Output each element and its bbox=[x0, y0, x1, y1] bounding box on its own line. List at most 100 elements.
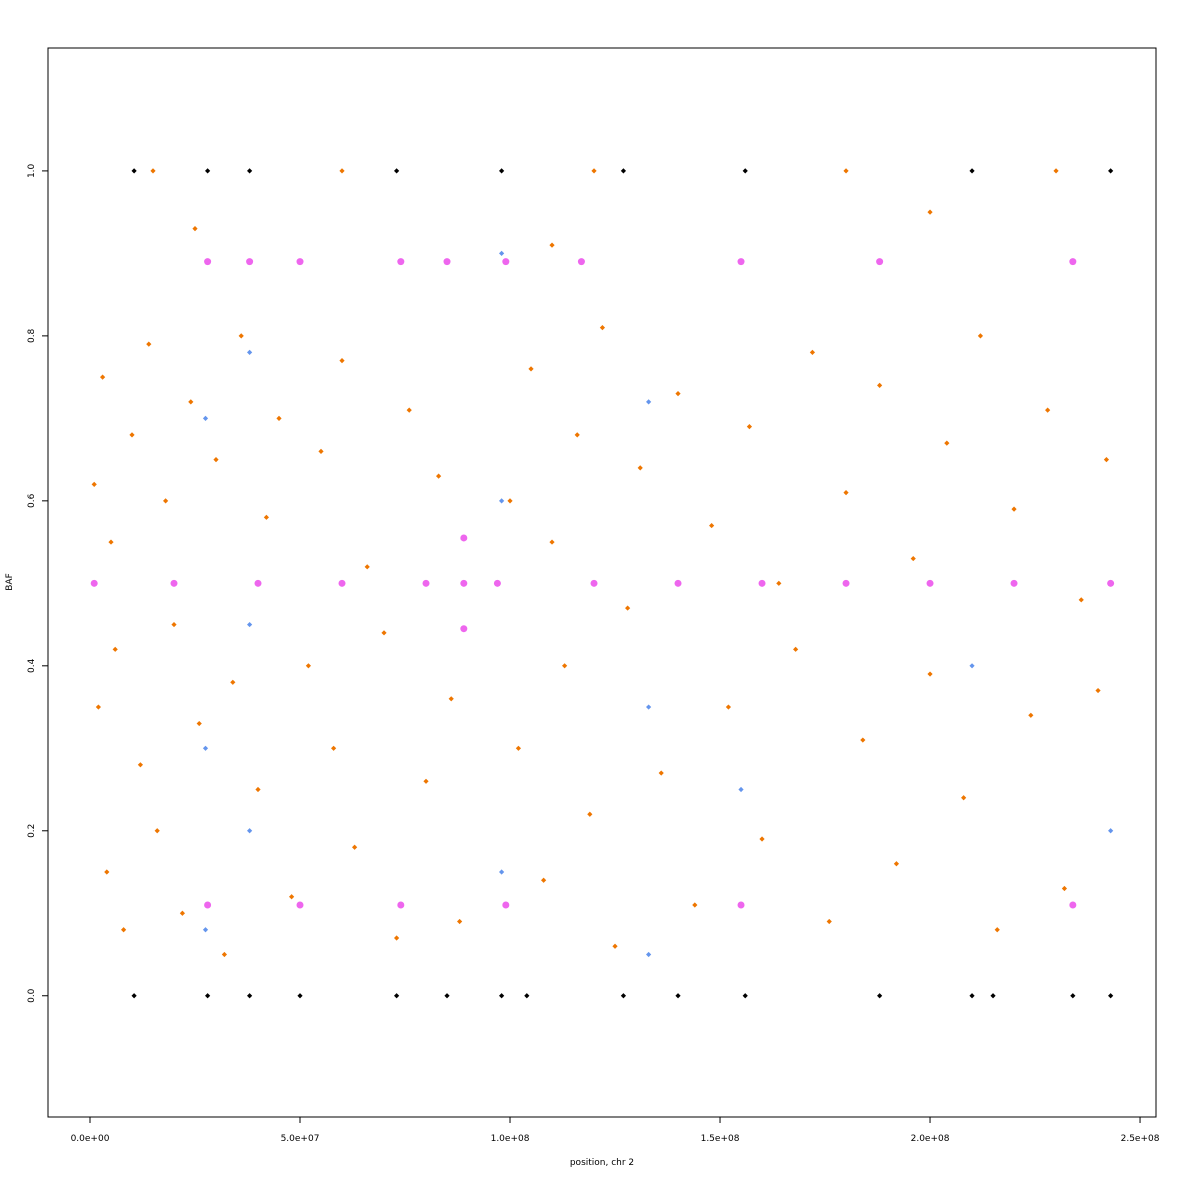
y-tick-label: 0.2 bbox=[27, 824, 37, 838]
point bbox=[150, 168, 156, 174]
point bbox=[1011, 506, 1017, 512]
point bbox=[590, 579, 598, 587]
point bbox=[146, 341, 152, 347]
point bbox=[460, 534, 468, 542]
point bbox=[297, 993, 303, 999]
point bbox=[759, 836, 765, 842]
point bbox=[625, 605, 631, 611]
point bbox=[502, 901, 510, 909]
point bbox=[927, 671, 933, 677]
point bbox=[423, 778, 429, 784]
point bbox=[1069, 901, 1077, 909]
point bbox=[646, 951, 652, 958]
point bbox=[843, 489, 849, 496]
point bbox=[104, 869, 110, 875]
point bbox=[674, 579, 682, 587]
point bbox=[1069, 258, 1077, 266]
x-tick-label: 1.0e+08 bbox=[491, 1134, 530, 1144]
point bbox=[339, 358, 345, 364]
point bbox=[599, 325, 606, 331]
point bbox=[238, 333, 244, 339]
point bbox=[574, 432, 580, 438]
point bbox=[95, 704, 102, 710]
point bbox=[737, 901, 745, 909]
point bbox=[499, 250, 505, 256]
plot-frame bbox=[47, 47, 1157, 1118]
point bbox=[692, 902, 698, 908]
point bbox=[612, 943, 618, 949]
point bbox=[296, 258, 304, 266]
point bbox=[204, 258, 212, 266]
point bbox=[738, 786, 744, 793]
point bbox=[528, 366, 534, 372]
point bbox=[1108, 993, 1114, 999]
point bbox=[443, 258, 451, 266]
point bbox=[196, 720, 202, 727]
point bbox=[646, 399, 652, 405]
point bbox=[1103, 456, 1110, 463]
point bbox=[499, 993, 505, 999]
point bbox=[204, 901, 212, 909]
x-tick-label: 5.0e+07 bbox=[281, 1134, 320, 1144]
point bbox=[493, 579, 501, 587]
point bbox=[205, 168, 211, 174]
point bbox=[422, 579, 430, 587]
point bbox=[221, 951, 228, 958]
point bbox=[296, 901, 304, 909]
point bbox=[637, 465, 643, 471]
point bbox=[170, 579, 178, 587]
point bbox=[460, 625, 468, 633]
point bbox=[436, 473, 442, 479]
point bbox=[247, 168, 253, 174]
point bbox=[163, 498, 169, 504]
point bbox=[202, 415, 209, 421]
point bbox=[994, 927, 1000, 933]
point bbox=[502, 258, 510, 266]
point bbox=[246, 258, 254, 266]
point bbox=[188, 399, 194, 405]
point bbox=[108, 539, 114, 545]
point bbox=[131, 993, 137, 999]
point bbox=[499, 869, 505, 875]
point bbox=[121, 927, 127, 933]
point bbox=[1061, 885, 1068, 892]
point bbox=[381, 630, 387, 636]
point bbox=[842, 579, 850, 587]
point bbox=[507, 498, 513, 504]
point bbox=[524, 993, 530, 999]
point bbox=[725, 704, 732, 710]
point bbox=[977, 333, 984, 339]
point bbox=[499, 498, 505, 504]
point bbox=[394, 935, 400, 941]
point bbox=[893, 861, 900, 867]
point bbox=[541, 877, 547, 883]
point bbox=[809, 349, 816, 355]
point bbox=[969, 663, 975, 669]
point bbox=[746, 424, 753, 430]
point bbox=[826, 918, 832, 925]
point bbox=[460, 579, 468, 587]
point bbox=[658, 770, 664, 776]
point bbox=[591, 168, 597, 174]
point bbox=[1078, 597, 1084, 603]
point bbox=[331, 745, 337, 751]
point bbox=[247, 993, 253, 999]
point bbox=[1070, 993, 1076, 999]
point bbox=[793, 646, 799, 652]
point bbox=[444, 993, 450, 999]
point bbox=[338, 579, 346, 587]
point bbox=[587, 811, 593, 817]
point bbox=[263, 514, 270, 520]
point bbox=[90, 579, 98, 587]
point bbox=[742, 993, 748, 999]
point bbox=[577, 258, 585, 266]
point bbox=[1028, 712, 1034, 718]
point bbox=[247, 349, 253, 355]
point bbox=[129, 432, 135, 438]
point bbox=[448, 696, 454, 702]
point bbox=[737, 258, 745, 266]
point bbox=[1045, 407, 1051, 413]
point bbox=[742, 168, 748, 174]
point bbox=[927, 209, 933, 215]
